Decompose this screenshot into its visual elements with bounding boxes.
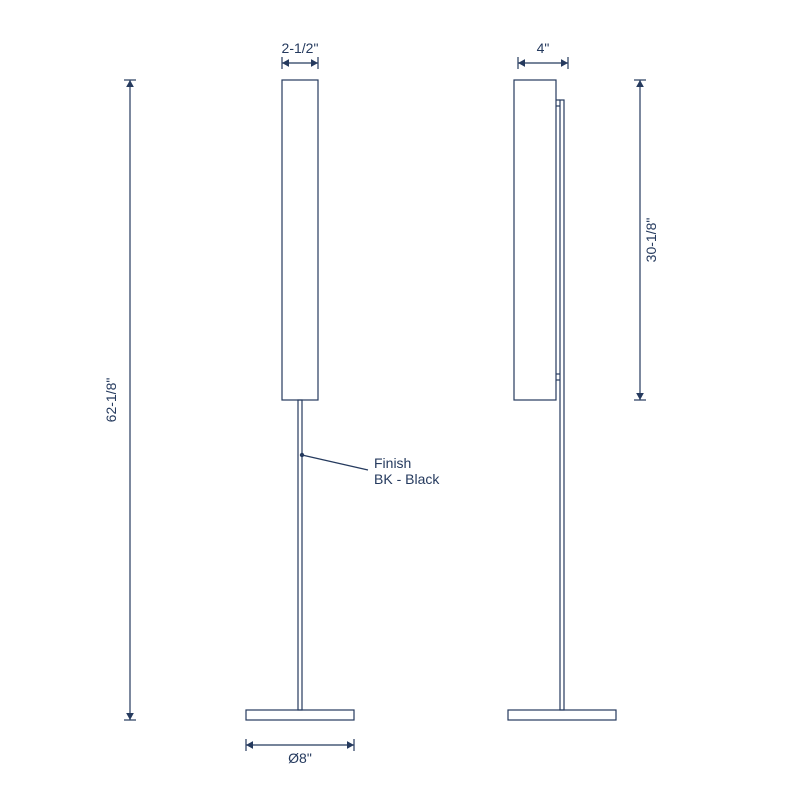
dim-total-height: 62-1/8" bbox=[103, 378, 119, 423]
callout-finish-line1: Finish bbox=[374, 455, 411, 471]
dim-side-width: 4" bbox=[537, 40, 550, 56]
dim-tube-height: 30-1/8" bbox=[643, 218, 659, 263]
dim-front-width: 2-1/2" bbox=[282, 40, 319, 56]
callout-finish-line2: BK - Black bbox=[374, 471, 440, 487]
dim-base-diameter: Ø8" bbox=[288, 750, 312, 766]
